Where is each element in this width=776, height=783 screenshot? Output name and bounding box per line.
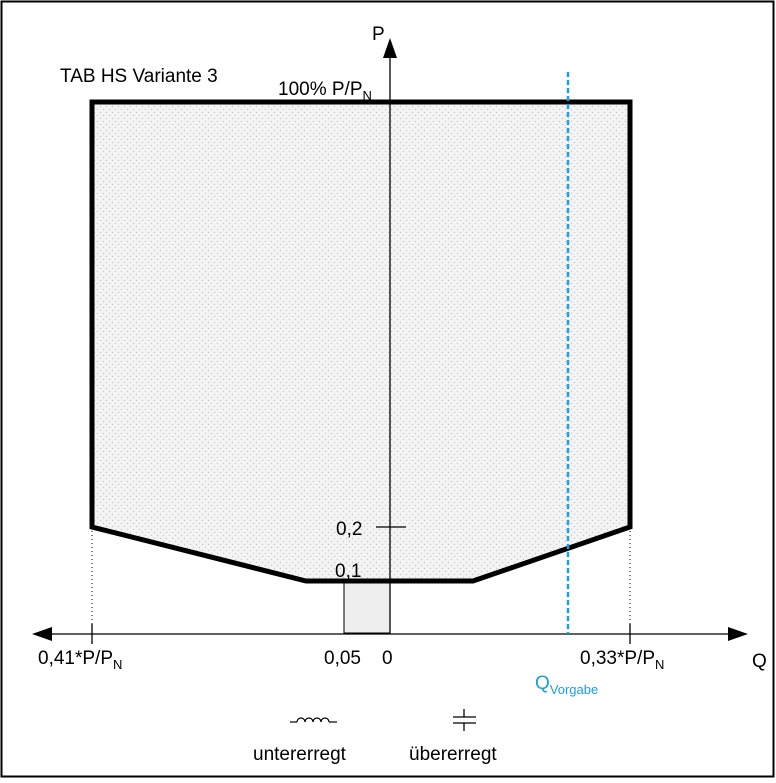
q-axis-arrow-right (728, 627, 748, 641)
q-005-label: 0,05 (324, 648, 361, 669)
q-vorgabe-label: QVorgabe (535, 673, 598, 697)
diagram-title: TAB HS Variante 3 (60, 66, 218, 87)
capacitor-icon (453, 709, 476, 731)
q-axis-label: Q (752, 651, 767, 672)
q-axis-arrow-left (32, 627, 52, 641)
over-excited-label: übererregt (409, 744, 497, 765)
capability-region (89, 99, 633, 584)
p-axis-label: P (372, 24, 385, 45)
tick-p-02-label: 0,2 (336, 519, 362, 540)
inductor-icon (290, 717, 337, 723)
p-axis-arrow (383, 38, 397, 58)
min-q-box (343, 582, 391, 634)
under-excited-label: untererregt (253, 744, 347, 765)
q-zero-label: 0 (382, 648, 393, 669)
p-max-label: 100% P/PN (278, 79, 372, 103)
tick-p-01-label: 0,1 (335, 561, 361, 582)
q-right-label: 0,33*P/PN (580, 648, 664, 672)
q-left-label: 0,41*P/PN (38, 648, 122, 672)
